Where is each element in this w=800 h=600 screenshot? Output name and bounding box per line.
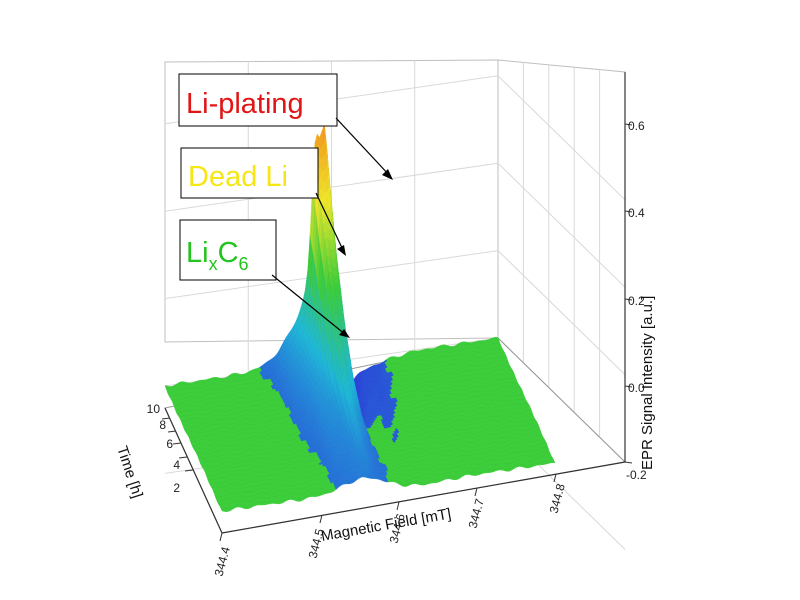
surface-cell bbox=[501, 352, 506, 355]
surface-plot bbox=[164, 123, 556, 512]
grid-line bbox=[497, 75, 626, 201]
grid-line bbox=[497, 162, 626, 288]
grid-line bbox=[497, 250, 626, 375]
